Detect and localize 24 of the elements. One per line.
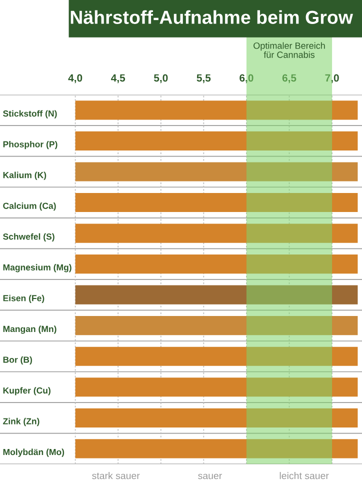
- y-tick-label: Stickstoff (N): [3, 110, 57, 118]
- x-tick-label: 4,0: [68, 74, 82, 84]
- x-tick-label: 6,0: [240, 74, 254, 84]
- text: stark sauer: [92, 472, 140, 480]
- y-tick-label: Magnesium (Mg): [3, 264, 72, 272]
- x-tick-label: 4,5: [111, 74, 126, 84]
- x-tick-label: 5,0: [154, 74, 168, 84]
- y-tick-label: Calcium (Ca): [3, 202, 56, 211]
- x-tick-label: 7,0: [325, 74, 339, 84]
- y-tick-label: Molybdän (Mo): [3, 448, 64, 457]
- y-tick-label: Kupfer (Cu): [3, 387, 50, 396]
- y-tick-label: Eisen (Fe): [3, 294, 44, 303]
- x-tick-label: 6,5: [282, 74, 296, 84]
- text: sauer: [198, 474, 222, 480]
- y-tick-label: Schwefel (S): [3, 233, 54, 242]
- y-tick-label: Kalium (K): [3, 172, 46, 180]
- y-tick-label: Phosphor (P): [3, 140, 58, 150]
- y-tick-label: Zink (Zn): [3, 418, 40, 426]
- x-tick-label: 5,5: [196, 74, 211, 84]
- y-tick-label: Mangan (Mn): [3, 326, 56, 334]
- band-label: Optimaler Bereich für Cannabis: [254, 42, 325, 58]
- text: leicht sauer: [280, 472, 329, 480]
- y-tick-label: Bor (B): [3, 356, 32, 365]
- chart-title: Nährstoff-Aufnahme beim Grow: [70, 10, 353, 24]
